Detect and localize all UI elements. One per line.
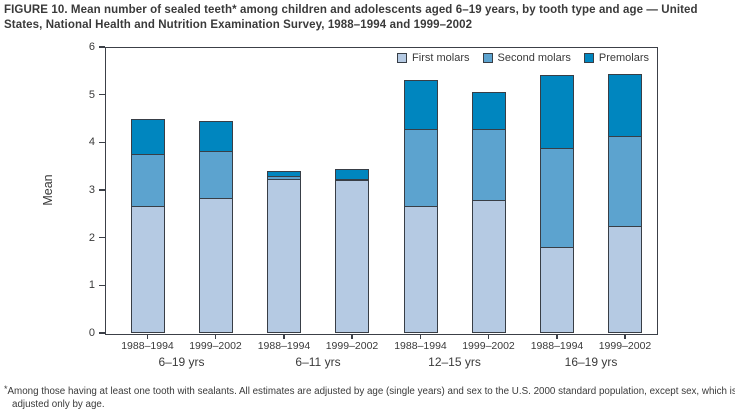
bar-segment-premolars [198,121,233,153]
x-axis-tick [556,334,558,339]
legend-label: First molars [412,52,470,64]
y-axis-tick [99,189,105,191]
x-axis-period-label: 1988–1994 [530,340,584,352]
y-axis-label: Mean [41,174,55,206]
y-axis-tick-label: 2 [88,231,95,244]
y-axis-tick [99,284,105,287]
x-axis-group-label: 12–15 yrs [428,355,481,369]
x-axis-group-label: 16–19 yrs [564,355,618,369]
plot-area [105,47,658,335]
x-axis-period-label: 1999–2002 [325,340,379,352]
x-axis-tick [146,334,149,339]
bar-segment-second-molars [130,154,165,207]
bar-segment-first-molars [403,206,438,333]
bar-segment-premolars [471,91,506,130]
y-axis-tick-label: 3 [88,184,95,196]
y-axis-tick-label: 0 [88,327,95,339]
legend-swatch-premolars [583,53,594,63]
x-axis-group-label: 6–19 yrs [158,355,205,369]
bar-6–19-yrs-1999–2002 [198,47,233,333]
x-axis-period-label: 1999–2002 [189,340,242,352]
y-axis-tick-label: 4 [88,136,95,149]
x-axis-period-label: 1999–2002 [598,340,652,352]
legend-label: Second molars [497,52,571,64]
y-axis-tick [99,46,105,48]
bar-segment-first-molars [540,247,574,333]
legend-swatch-first-molars [397,53,408,63]
footnote: *Among those having at least one tooth w… [4,384,735,411]
bar-segment-premolars [540,74,574,149]
y-axis-tick [99,141,105,144]
x-axis-period-label: 1988–1994 [121,340,174,352]
x-axis-period-label: 1988–1994 [394,340,447,352]
bar-segment-first-molars [608,226,642,333]
y-axis-tick-label: 6 [88,41,95,53]
bar-segment-second-molars [198,151,233,199]
x-axis-tick [214,334,217,339]
legend-item: Second molars [482,52,571,64]
bar-segment-second-molars [403,129,438,208]
bar-segment-first-molars [335,180,369,333]
bar-segment-first-molars [198,197,233,333]
y-axis-tick [99,93,105,96]
bar-segment-premolars [608,73,642,137]
legend-swatch-second-molars [482,53,493,63]
legend: First molars Second molars Premolars [397,52,649,64]
y-axis-tick-label: 1 [88,279,95,292]
x-axis-tick [283,334,285,339]
bar-segment-premolars [267,170,301,178]
bar-12–15-yrs-1999–2002 [471,47,506,333]
bar-12–15-yrs-1988–1994 [403,47,438,333]
bar-segment-first-molars [130,205,165,333]
x-axis-tick [351,334,353,339]
x-axis-tick [487,334,490,339]
y-axis-tick-label: 5 [88,88,95,101]
bar-16–19-yrs-1999–2002 [608,47,642,333]
bar-segment-premolars [130,118,165,156]
bar-6–11-yrs-1999–2002 [335,47,369,333]
y-axis-tick [99,236,105,239]
x-axis-tick [419,334,422,339]
legend-item: First molars [397,52,470,64]
bar-segment-second-molars [540,147,574,249]
footnote-asterisk: * [4,384,8,394]
bar-16–19-yrs-1988–1994 [540,47,574,333]
legend-label: Premolars [598,52,649,64]
bar-6–19-yrs-1988–1994 [130,47,165,333]
figure-title: FIGURE 10. Mean number of sealed teeth* … [4,4,698,31]
x-axis-period-label: 1988–1994 [257,340,311,352]
bar-6–11-yrs-1988–1994 [267,47,301,333]
bar-segment-first-molars [267,178,301,333]
footnote-text: Among those having at least one tooth wi… [7,386,735,410]
bar-segment-second-molars [608,135,642,228]
legend-item: Premolars [583,52,649,64]
bar-segment-second-molars [471,128,506,201]
bar-segment-premolars [403,80,438,130]
x-axis-tick [624,334,626,339]
y-axis-tick [99,332,105,334]
x-axis-period-label: 1999–2002 [462,340,515,352]
x-axis-group-label: 6–11 yrs [295,355,341,369]
bar-segment-first-molars [471,199,506,333]
bar-segment-premolars [335,168,369,181]
